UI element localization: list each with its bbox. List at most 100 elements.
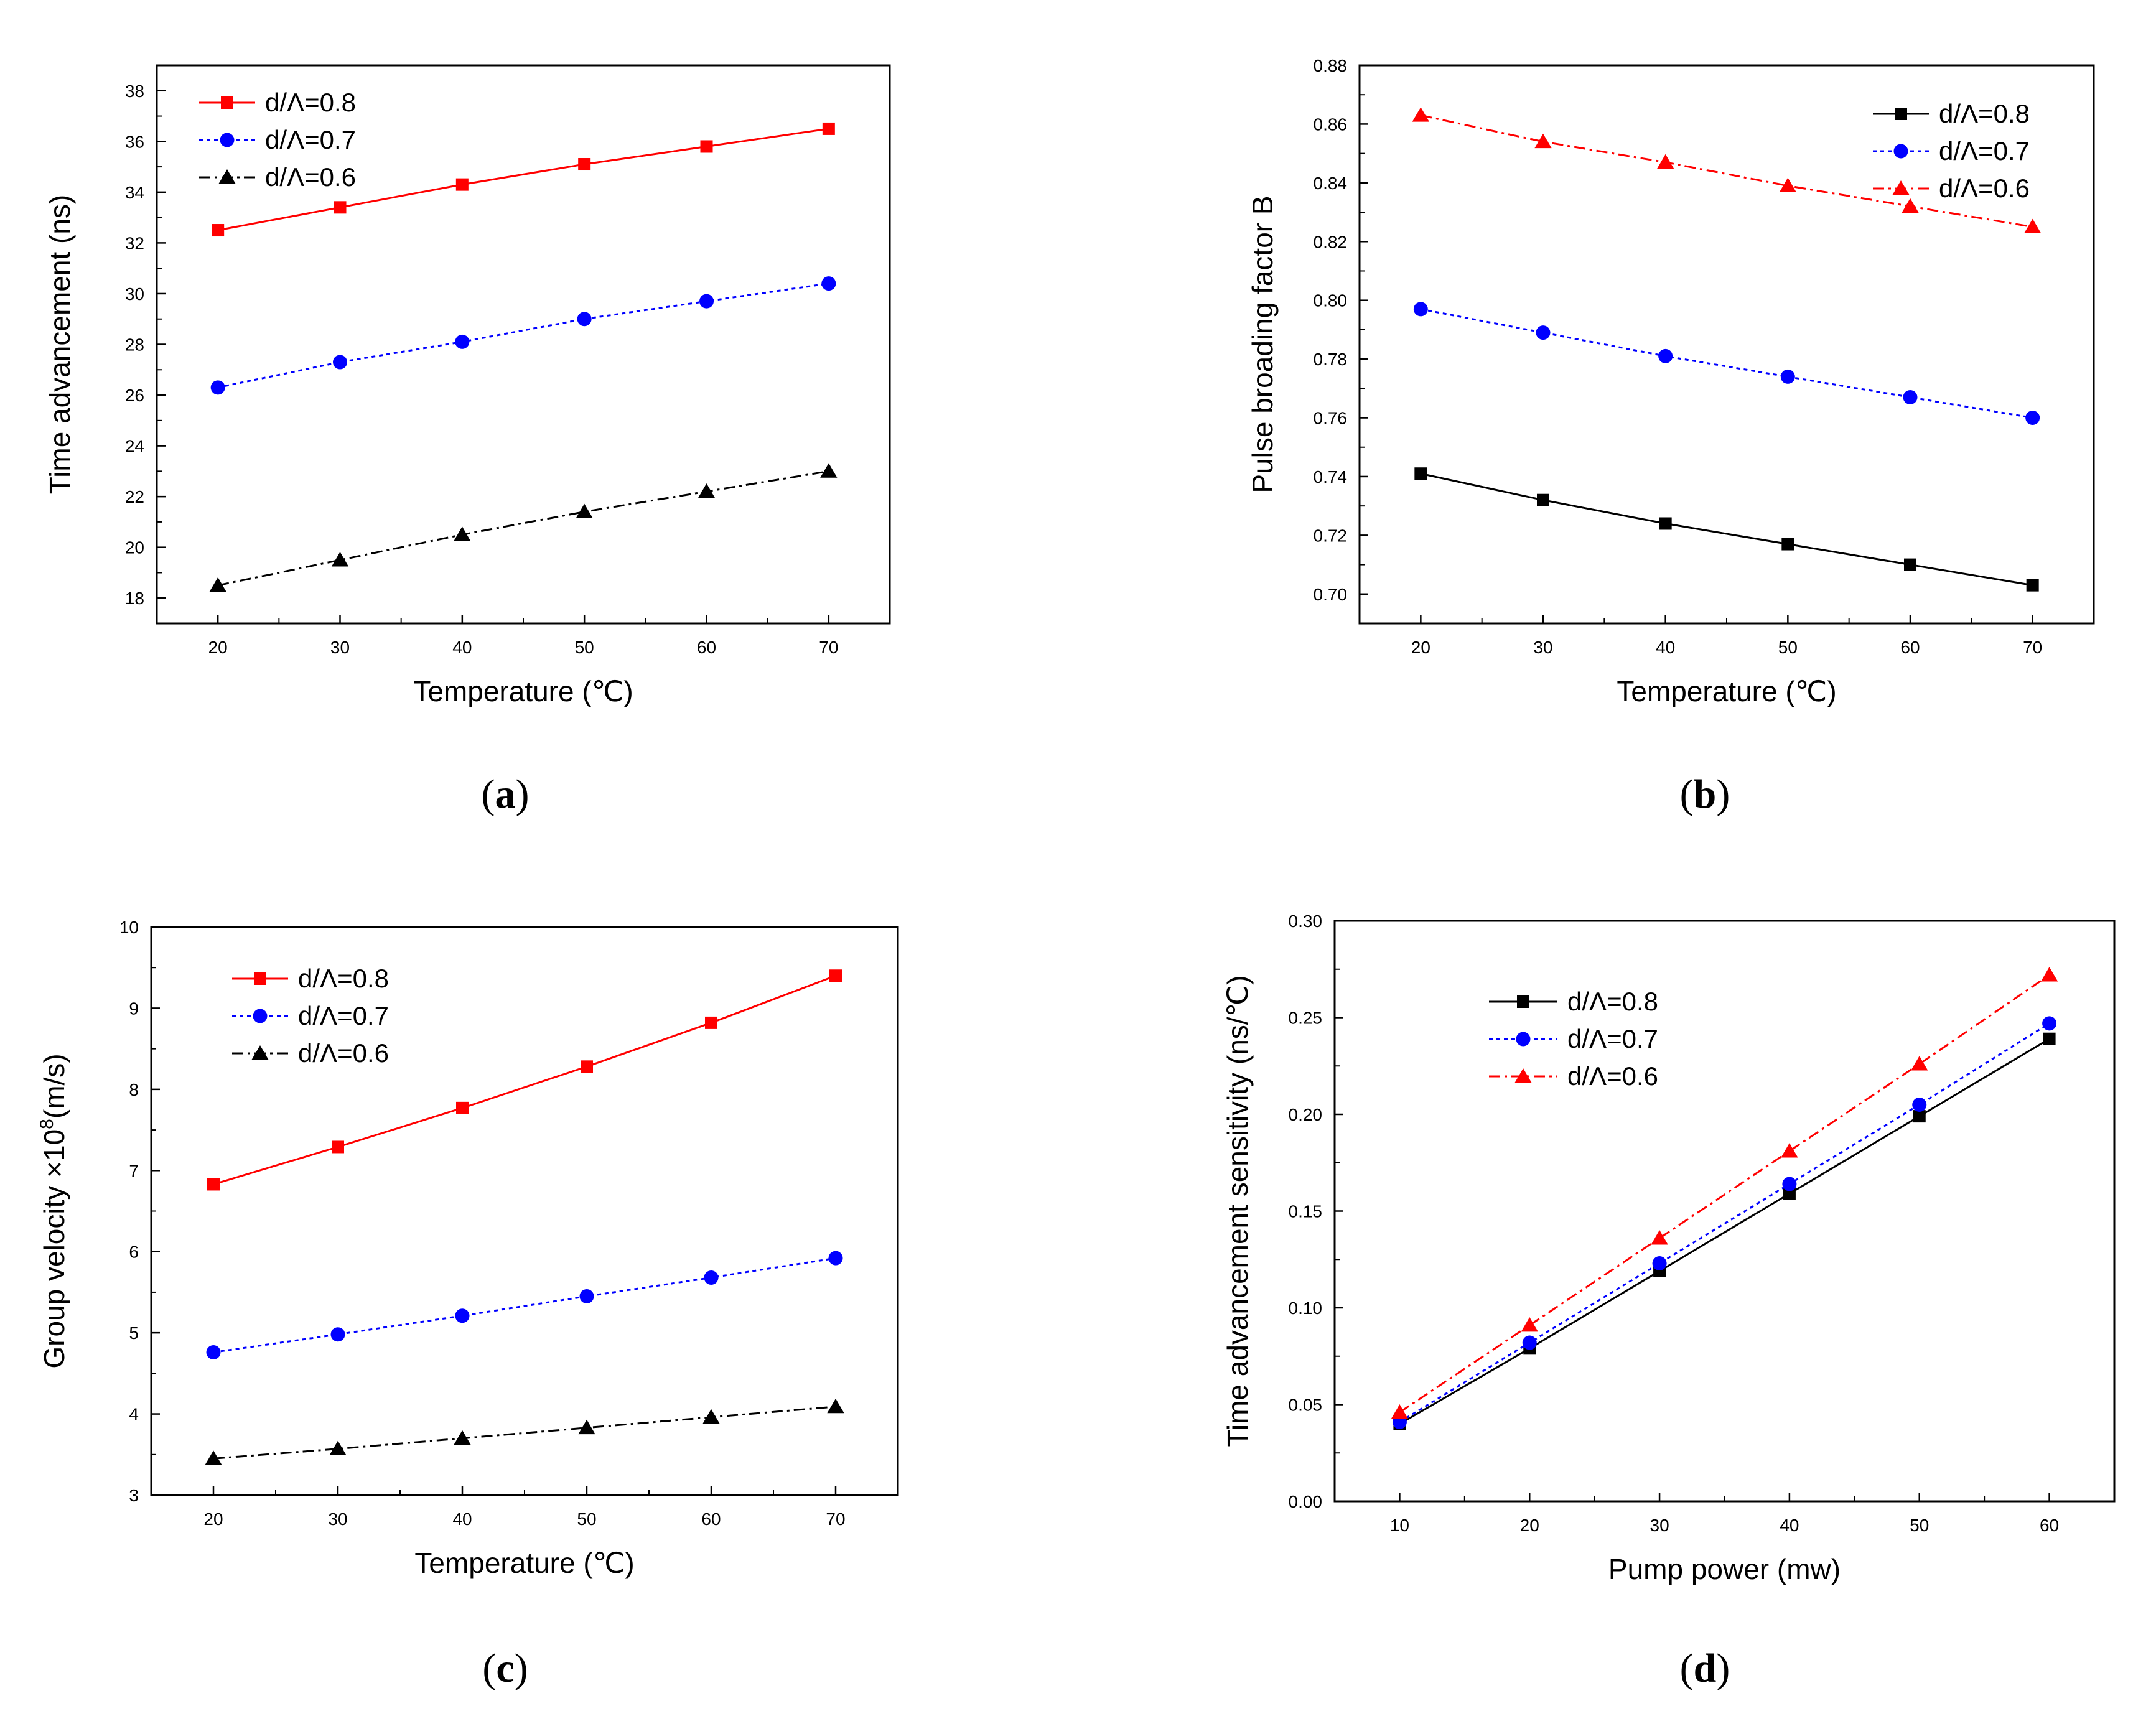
legend: d/Λ=0.8 d/Λ=0.7 d/Λ=0.6	[199, 88, 356, 192]
series-line	[213, 1406, 836, 1460]
series-1	[207, 969, 842, 1191]
data-point	[822, 122, 835, 135]
data-point	[456, 1101, 469, 1114]
x-tick-label: 60	[697, 638, 716, 657]
data-point	[702, 1409, 720, 1424]
data-point	[705, 1016, 717, 1029]
series-3	[209, 463, 838, 592]
legend-label: d/Λ=0.7	[1939, 136, 2030, 166]
series-2	[1392, 1016, 2057, 1429]
series-line	[1421, 472, 2033, 587]
data-point	[333, 355, 347, 370]
series-line	[217, 128, 829, 231]
legend-marker	[220, 133, 235, 147]
legend-marker	[221, 96, 233, 109]
series-line	[1421, 308, 2033, 419]
data-point	[334, 201, 347, 214]
y-tick-label: 28	[125, 335, 144, 355]
y-tick-label: 32	[125, 233, 144, 253]
legend-marker	[1514, 1068, 1532, 1083]
x-tick-label: 60	[2040, 1516, 2059, 1535]
y-tick-label: 0.00	[1289, 1492, 1323, 1511]
x-tick-label: 20	[1520, 1516, 1539, 1535]
y-tick-label: 0.15	[1289, 1202, 1323, 1221]
x-tick-label: 70	[819, 638, 838, 657]
data-point	[821, 276, 836, 291]
legend-label: d/Λ=0.7	[298, 1001, 389, 1030]
data-point	[455, 334, 470, 349]
legend-marker	[218, 169, 236, 184]
data-point	[2025, 411, 2040, 426]
y-tick-label: 0.76	[1314, 409, 1348, 428]
y-tick-label: 24	[125, 437, 144, 456]
x-tick-label: 50	[1910, 1516, 1929, 1535]
data-point	[1912, 1097, 1927, 1112]
y-tick-label: 0.25	[1289, 1009, 1323, 1028]
y-tick-label: 0.78	[1314, 350, 1348, 369]
x-tick-label: 30	[330, 638, 350, 657]
x-tick-label: 60	[1900, 638, 1920, 657]
data-point	[1537, 493, 1549, 506]
y-axis-label: Time advancement (ns)	[44, 195, 76, 494]
series-line	[1399, 1038, 2050, 1425]
data-point	[1783, 1187, 1796, 1200]
y-tick-label: 9	[129, 999, 139, 1018]
y-tick-label: 4	[129, 1405, 139, 1424]
plot-frame	[1333, 920, 2116, 1503]
y-tick-label: 7	[129, 1161, 139, 1180]
x-axis-label: Temperature (℃)	[413, 675, 633, 707]
data-point	[1913, 1110, 1926, 1123]
data-point	[1902, 198, 1919, 213]
y-tick-label: 30	[125, 284, 144, 304]
data-point	[1911, 1056, 1928, 1071]
legend-label: d/Λ=0.8	[1939, 99, 2030, 128]
legend-marker	[251, 1045, 269, 1060]
data-point	[454, 526, 471, 541]
data-point	[827, 1398, 844, 1414]
legend-label: d/Λ=0.6	[1939, 174, 2030, 203]
y-tick-label: 18	[125, 589, 144, 608]
data-point	[2026, 579, 2039, 592]
x-tick-label: 50	[577, 1509, 596, 1529]
data-point	[700, 140, 713, 153]
series-line	[1399, 974, 2050, 1414]
data-point	[2043, 1032, 2056, 1045]
x-axis-label: Temperature (℃)	[414, 1547, 634, 1579]
data-point	[206, 1345, 221, 1359]
y-tick-label: 0.80	[1314, 291, 1348, 310]
data-point	[578, 158, 591, 171]
y-tick-label: 22	[125, 487, 144, 506]
data-point	[1534, 133, 1552, 149]
data-point	[207, 1178, 220, 1191]
y-tick-label: 10	[119, 918, 139, 937]
x-tick-label: 40	[452, 638, 472, 657]
panel-caption: (c)	[482, 1646, 528, 1691]
y-tick-label: 0.10	[1289, 1298, 1323, 1318]
legend-label: d/Λ=0.8	[265, 88, 356, 117]
x-tick-label: 70	[826, 1509, 845, 1529]
x-tick-label: 70	[2023, 638, 2042, 657]
data-point	[1391, 1404, 1409, 1419]
y-tick-label: 0.20	[1289, 1105, 1323, 1124]
chart-panel-c: 20 30 40 50 60 70 3 4 5 6 7 8 9 10 Temperature (℃) Grou…	[37, 918, 899, 1691]
legend-marker	[1893, 144, 1908, 159]
data-point	[330, 1327, 345, 1342]
data-point	[2042, 1016, 2057, 1031]
data-point	[576, 503, 593, 518]
data-point	[2040, 967, 2058, 982]
x-tick-label: 20	[208, 638, 228, 657]
legend-marker	[1516, 1032, 1531, 1047]
series-3	[205, 1398, 844, 1465]
data-point	[205, 1450, 222, 1465]
y-tick-label: 0.88	[1314, 56, 1348, 75]
data-point	[1652, 1256, 1667, 1270]
data-point	[1414, 467, 1427, 480]
legend-label: d/Λ=0.6	[298, 1038, 389, 1068]
series-line	[217, 282, 829, 389]
data-point	[331, 552, 349, 567]
series-1	[1393, 1032, 2056, 1430]
chart-panel-b: 20 30 40 50 60 70 0.70 0.72 0.74 0.76 0.78 0.80 0.82…	[1246, 56, 2095, 817]
series-2	[210, 276, 836, 395]
x-tick-label: 40	[1656, 638, 1675, 657]
